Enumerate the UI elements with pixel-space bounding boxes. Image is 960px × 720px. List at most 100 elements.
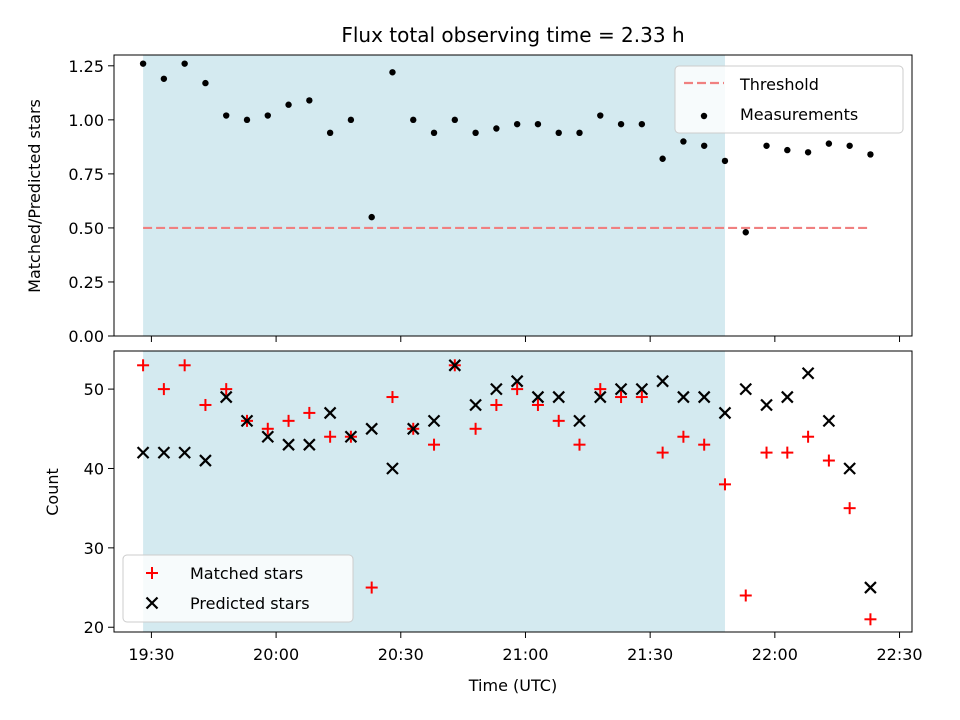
measurement-point [451, 116, 459, 124]
predicted-star-point-b [614, 382, 628, 396]
predicted-star-point-b [864, 581, 877, 594]
top-y-tick-label: 1.25 [68, 57, 104, 76]
predicted-star-point [594, 390, 607, 404]
predicted-star-point-b [739, 382, 753, 396]
predicted-star-point [656, 374, 669, 388]
predicted-star-point [739, 382, 753, 396]
top-y-axis-label: Matched/Predicted stars [25, 99, 44, 293]
predicted-star-point [199, 454, 212, 467]
predicted-star-point-b [552, 390, 565, 404]
predicted-star-point-b [635, 382, 649, 396]
measurement-point [285, 101, 292, 108]
x-tick-label: 20:00 [253, 645, 299, 664]
predicted-star-point-b [240, 414, 254, 428]
measurement-point [264, 112, 271, 119]
measurement-point [368, 213, 375, 221]
matched-star-point [635, 391, 648, 404]
legend-predicted-swatch-b [145, 596, 159, 610]
x-axis-label: Time (UTC) [468, 676, 557, 695]
predicted-star-point-b [843, 462, 856, 475]
measurement-point [160, 75, 168, 82]
predicted-star-point-b [718, 406, 732, 420]
matched-star-point [594, 383, 607, 396]
legend-predicted-swatch [145, 596, 159, 610]
bottom-y-tick-label: 40 [84, 459, 104, 478]
measurement-point [389, 69, 396, 76]
predicted-star-point-b [136, 446, 150, 459]
matched-star-point [656, 446, 669, 459]
predicted-star-point [822, 414, 836, 428]
measurement-point [784, 146, 791, 154]
predicted-star-point [614, 382, 628, 396]
predicted-star-point-b [531, 390, 545, 404]
predicted-star-point [864, 581, 877, 594]
predicted-star-point-b [510, 374, 524, 388]
legend-threshold-label: Threshold [739, 75, 819, 94]
predicted-star-point-b [344, 430, 358, 444]
measurement-point [139, 60, 147, 67]
predicted-star-point-b [406, 422, 420, 436]
bottom-axes-frame [113, 350, 913, 633]
matched-star-point [511, 383, 524, 396]
legend-measurements-swatch [700, 112, 708, 120]
matched-star-point [428, 438, 441, 451]
measurement-point [513, 120, 521, 128]
top-legend-box [674, 65, 904, 134]
bottom-legend: Matched stars Predicted stars [122, 554, 354, 623]
measurement-point [804, 149, 812, 156]
chart-title: Flux total observing time = 2.33 h [341, 23, 684, 47]
bottom-legend-box [122, 554, 354, 623]
measurement-point [700, 142, 708, 149]
matched-star-point [531, 398, 544, 411]
x-tick-label: 22:30 [876, 645, 922, 664]
measurement-point [617, 120, 625, 128]
measurement-point [597, 112, 604, 119]
legend-measurements-label: Measurements [740, 105, 858, 124]
predicted-star-point-b [781, 390, 794, 404]
measurement-point [555, 129, 562, 137]
matched-star-point [261, 422, 274, 435]
predicted-star-point [136, 446, 150, 459]
predicted-star-point [427, 414, 441, 428]
predicted-star-point [469, 398, 482, 412]
matched-star-point [739, 589, 752, 602]
measurement-point [721, 157, 729, 165]
predicted-star-point [677, 390, 690, 404]
predicted-star-point [261, 430, 275, 444]
predicted-star-point-b [219, 390, 233, 404]
bottom-y-tick-label: 30 [84, 539, 104, 558]
bottom-y-axis-label: Count [43, 468, 62, 516]
measurement-point [576, 129, 583, 137]
top-legend: Threshold Measurements [674, 65, 904, 134]
x-tick-label: 20:30 [378, 645, 424, 664]
predicted-star-point [240, 414, 254, 428]
top-y-tick-label: 0.75 [68, 165, 104, 184]
predicted-star-point [219, 390, 233, 404]
predicted-star-point-b [822, 414, 836, 428]
matched-star-point [615, 391, 628, 404]
predicted-star-point [718, 406, 732, 420]
matched-star-point [365, 581, 378, 594]
measurement-point [659, 155, 666, 162]
matched-star-point [864, 613, 877, 626]
matched-star-point [303, 406, 316, 419]
x-tick-label: 21:00 [502, 645, 548, 664]
matched-star-point [157, 383, 170, 396]
top-y-tick-label: 1.00 [68, 111, 104, 130]
top-y-tick-label: 0.00 [68, 327, 104, 346]
top-axes-frame [113, 54, 913, 337]
predicted-star-point-b [594, 390, 607, 404]
predicted-star-point [801, 366, 815, 380]
measurement-point [825, 140, 833, 147]
measurement-point [534, 120, 542, 128]
predicted-star-point [323, 406, 337, 420]
predicted-star-point-b [760, 398, 773, 412]
predicted-star-point-b [261, 430, 275, 444]
predicted-star-point [448, 359, 462, 372]
matched-star-point [781, 446, 794, 459]
matched-star-point [324, 430, 337, 443]
bottom-panel: 20 30 40 50 19:30 20:00 20:30 21:00 21:30 22:00 22… [84, 350, 923, 664]
predicted-star-point [344, 430, 358, 444]
top-y-tick-label: 0.50 [68, 219, 104, 238]
